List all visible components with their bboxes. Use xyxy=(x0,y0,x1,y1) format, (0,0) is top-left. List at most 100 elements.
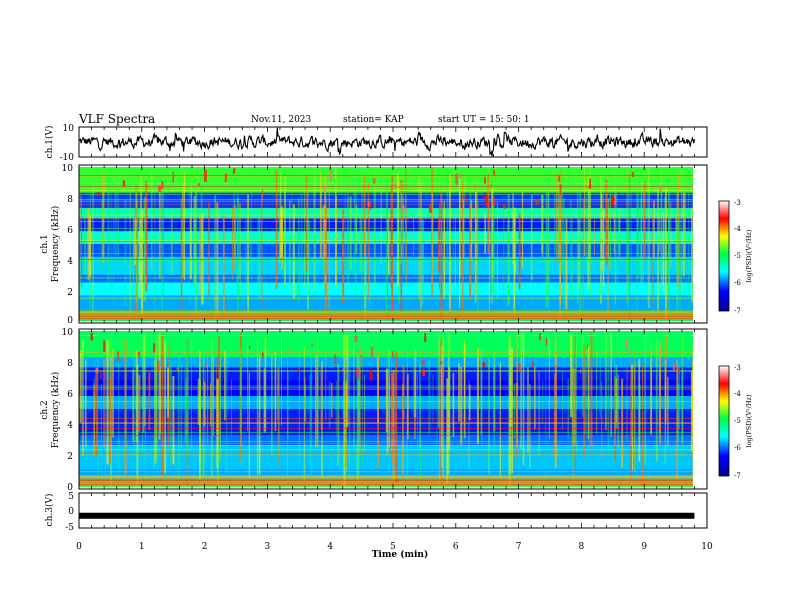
sferic-streak xyxy=(484,214,486,254)
cb1-tick-m5: -5 xyxy=(734,252,741,260)
narrowband-line xyxy=(79,240,693,241)
sferic-streak xyxy=(605,179,608,261)
sferic-streak xyxy=(353,343,355,447)
sferic-streak xyxy=(691,207,693,302)
spectrogram-band xyxy=(79,318,693,321)
low-frequency-band xyxy=(79,311,693,313)
spectrogram-band xyxy=(79,226,693,229)
spectral-burst xyxy=(587,185,590,188)
sferic-streak xyxy=(154,360,155,467)
spectrogram-band xyxy=(79,346,693,350)
sferic-streak xyxy=(100,383,102,481)
low-frequency-band xyxy=(79,313,693,315)
sferic-streak xyxy=(346,334,349,427)
sferic-streak xyxy=(570,334,573,417)
sferic-streak xyxy=(190,185,192,280)
ch1-spectrogram-image xyxy=(79,167,693,321)
sferic-streak xyxy=(572,367,574,459)
sferic-streak xyxy=(155,335,157,457)
spectral-burst xyxy=(553,365,557,368)
spectral-burst xyxy=(122,180,125,187)
spectrogram-band xyxy=(79,182,693,186)
ch2-spectrogram-image xyxy=(79,331,693,487)
station-label: station= KAP xyxy=(343,115,404,125)
spectral-burst xyxy=(233,168,236,174)
sferic-streak xyxy=(271,354,273,455)
ch2-ytick-2: 2 xyxy=(67,452,73,462)
sferic-streak xyxy=(437,334,440,428)
sferic-streak xyxy=(480,349,483,436)
spectrogram-band xyxy=(79,468,693,472)
sferic-streak xyxy=(117,185,119,277)
sferic-streak xyxy=(641,180,643,286)
sferic-streak xyxy=(138,375,141,433)
sferic-streak xyxy=(659,216,661,253)
sferic-streak xyxy=(315,354,317,448)
sferic-streak xyxy=(618,219,621,252)
spectrogram-band xyxy=(79,279,693,283)
sferic-streak xyxy=(538,371,540,455)
spectral-burst xyxy=(370,346,373,358)
sferic-streak xyxy=(627,177,629,309)
sferic-streak xyxy=(603,173,604,289)
sferic-streak xyxy=(335,380,337,436)
sferic-streak xyxy=(163,190,164,313)
spectral-burst xyxy=(311,343,314,347)
sferic-streak xyxy=(103,358,105,448)
sferic-streak xyxy=(225,353,228,473)
sferic-streak xyxy=(503,205,505,291)
spectral-burst xyxy=(248,346,251,349)
ch3-ytick-5: 5 xyxy=(68,492,74,502)
sferic-streak xyxy=(527,367,529,452)
sferic-streak xyxy=(210,367,212,425)
sferic-streak xyxy=(219,346,221,462)
sferic-streak xyxy=(177,346,180,480)
time-tick-label: 0 xyxy=(76,542,82,552)
sferic-streak xyxy=(420,384,422,479)
sferic-streak xyxy=(420,180,422,309)
sferic-streak xyxy=(101,200,104,271)
sferic-streak xyxy=(357,333,360,477)
spectrogram-band xyxy=(79,200,693,204)
sferic-streak xyxy=(452,373,455,438)
ch2-ytick-10: 10 xyxy=(62,328,74,338)
sferic-streak xyxy=(553,373,555,457)
sferic-streak xyxy=(587,177,590,290)
sferic-streak xyxy=(387,213,390,276)
sferic-streak xyxy=(573,368,576,445)
sferic-streak xyxy=(364,216,367,317)
cb1-label: log(PSD)(V²/Hz) xyxy=(745,229,753,282)
sferic-streak xyxy=(534,366,536,430)
sferic-streak xyxy=(310,337,312,431)
narrowband-line xyxy=(79,471,693,472)
narrowband-line xyxy=(79,454,693,456)
narrowband-line xyxy=(79,387,693,389)
sferic-streak xyxy=(428,358,431,435)
time-tick-label: 7 xyxy=(516,542,522,552)
sferic-streak xyxy=(643,181,646,260)
cb1-tick-m4: -4 xyxy=(734,225,741,233)
spectrogram-band xyxy=(79,236,693,240)
sferic-streak xyxy=(583,344,585,456)
sferic-streak xyxy=(422,219,424,291)
sferic-streak xyxy=(118,205,119,263)
sferic-streak xyxy=(386,348,389,433)
sferic-streak xyxy=(237,197,240,319)
ch1-ytick-4: 4 xyxy=(67,257,73,267)
spectrogram-band xyxy=(79,287,693,291)
sferic-streak xyxy=(87,208,90,280)
sferic-streak xyxy=(575,336,577,453)
spectrogram-band xyxy=(79,167,693,170)
sferic-streak xyxy=(125,359,127,461)
spectrogram-band xyxy=(79,233,693,237)
sferic-streak xyxy=(207,350,209,447)
spectral-burst xyxy=(504,204,506,209)
sferic-streak xyxy=(458,363,460,422)
sferic-streak xyxy=(361,189,363,289)
sferic-streak xyxy=(185,378,187,440)
sferic-streak xyxy=(158,181,161,279)
sferic-streak xyxy=(442,332,444,478)
sferic-streak xyxy=(161,334,164,478)
sferic-streak xyxy=(419,349,421,480)
sferic-streak xyxy=(432,374,434,422)
